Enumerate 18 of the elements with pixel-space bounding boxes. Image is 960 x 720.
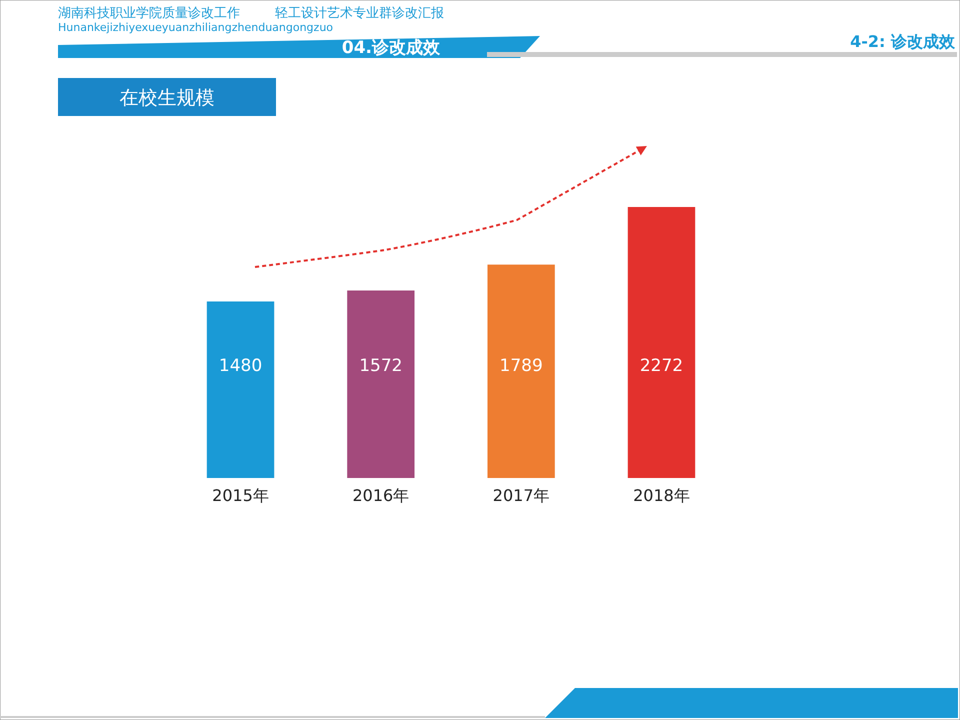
chart-title: 在校生规模: [120, 87, 214, 109]
text: 04.诊改成效: [342, 38, 441, 58]
text: Hunankejizhiyexueyuanzhiliangzhenduangongzuo: [58, 21, 334, 34]
text: 湖南科技职业学院质量诊改工作: [58, 6, 240, 21]
data-label: 2272: [640, 356, 684, 376]
data-label: 1789: [500, 356, 543, 376]
x-tick-label: 2016年: [352, 486, 410, 505]
text: 轻工设计艺术专业群诊改汇报: [275, 6, 444, 21]
x-tick-label: 2017年: [492, 486, 550, 505]
bar: [206, 301, 274, 478]
x-tick-label: 2018年: [633, 486, 690, 505]
x-tick-label: 2015年: [212, 486, 269, 505]
bar: [347, 290, 415, 478]
data-label: 1480: [218, 356, 262, 376]
bar: [628, 207, 696, 478]
bar: [487, 264, 555, 478]
data-label: 1572: [359, 356, 402, 376]
text: 4-2: 诊改成效: [850, 32, 956, 51]
